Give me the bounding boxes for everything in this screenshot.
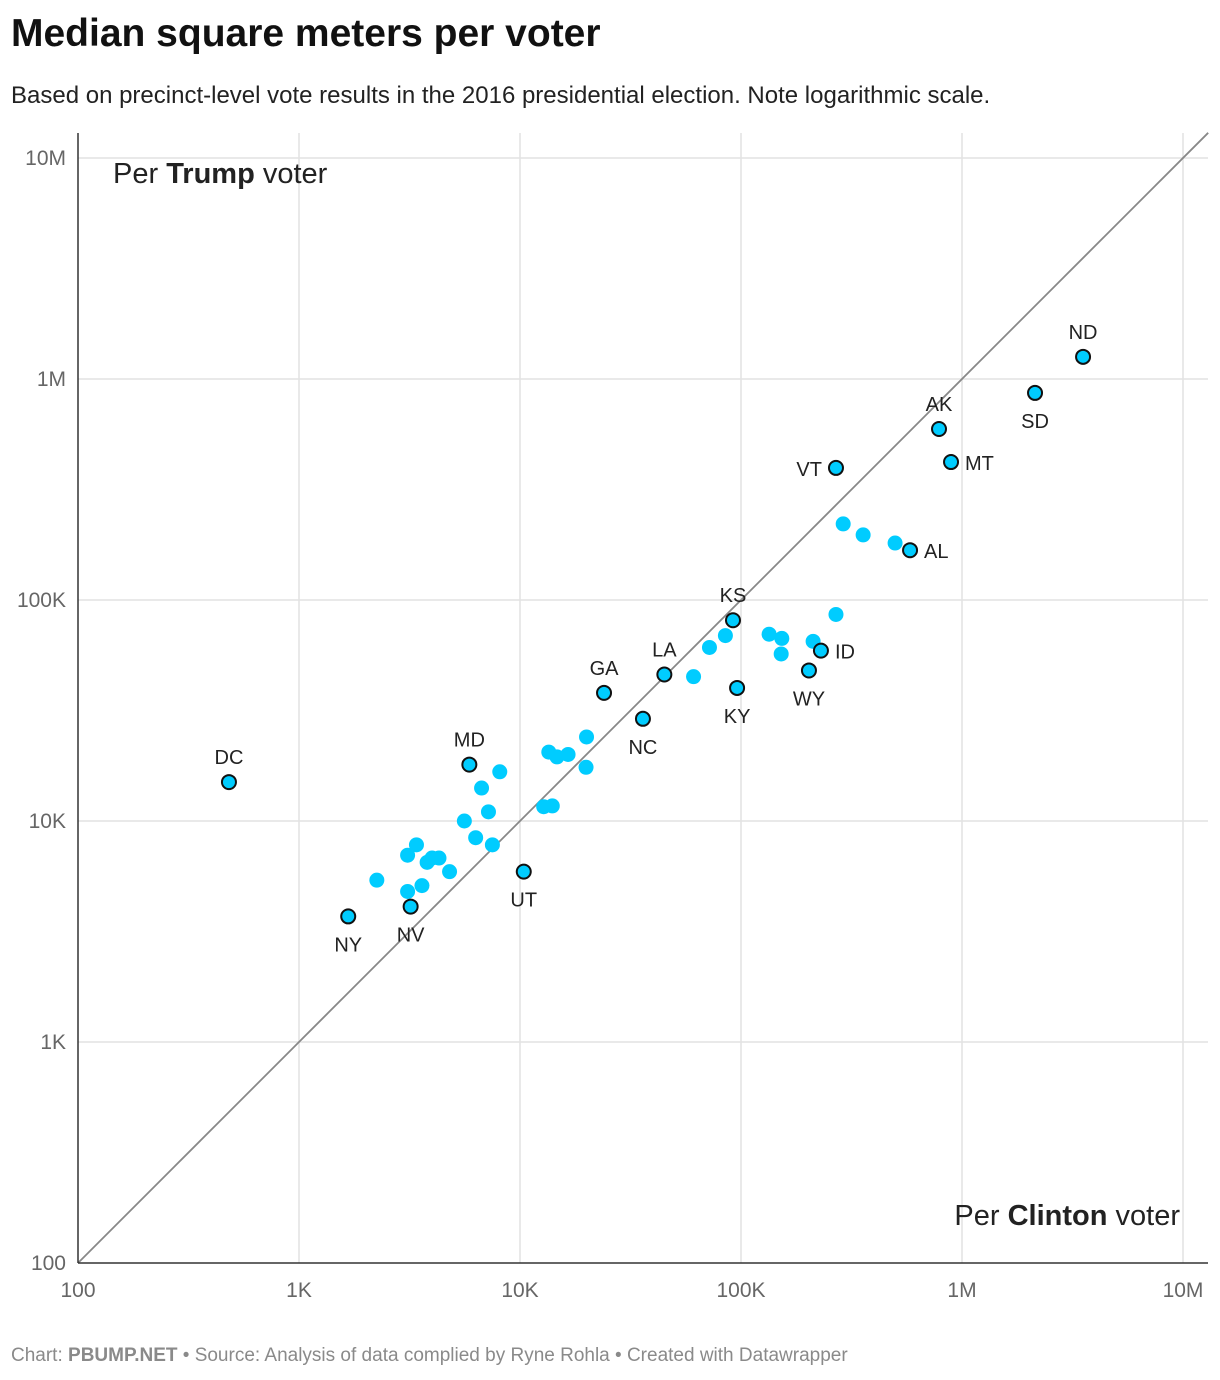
- data-point: [774, 630, 790, 646]
- labeled-data-point: [1075, 348, 1092, 365]
- labeled-data-point: [461, 756, 478, 773]
- footer-brand: PBUMP.NET: [68, 1345, 178, 1366]
- x-tick-label: 100K: [716, 1279, 765, 1302]
- gridlines: [78, 133, 1208, 1263]
- data-point: [835, 516, 851, 532]
- x-tick-label: 10K: [501, 1279, 538, 1302]
- data-point: [544, 798, 560, 814]
- data-point: [761, 626, 777, 642]
- point-label: LA: [652, 640, 677, 662]
- scatter-chart: 100 1K 10K 100K 1M 10M 100 1K 10K 100K 1M 10M ND SD A…: [17, 132, 1209, 1302]
- labeled-data-point: [340, 908, 357, 925]
- y-axis-label: Per Trump voter: [113, 158, 328, 190]
- data-point: [828, 606, 844, 622]
- data-point: [456, 813, 472, 829]
- y-tick-label: 10K: [29, 810, 66, 833]
- data-point: [560, 746, 576, 762]
- point-label: ND: [1069, 322, 1098, 344]
- point-label: WY: [793, 688, 825, 710]
- point-label: NY: [334, 934, 362, 956]
- tick-labels: 100 1K 10K 100K 1M 10M 100 1K 10K 100K 1M 10M: [17, 147, 1203, 1302]
- y-tick-label: 1M: [37, 368, 66, 391]
- point-label: MT: [965, 453, 994, 475]
- point-label: SD: [1021, 411, 1049, 433]
- data-point: [578, 759, 594, 775]
- data-point: [408, 837, 424, 853]
- data-point: [717, 628, 733, 644]
- data-point: [579, 729, 595, 745]
- x-tick-label: 1M: [947, 1279, 976, 1302]
- data-point: [369, 872, 385, 888]
- reference-line-y-equals-x: [77, 132, 1209, 1264]
- point-label: GA: [590, 658, 620, 680]
- point-label: VT: [796, 459, 822, 481]
- y-tick-label: 100: [31, 1252, 66, 1275]
- chart-title: Median square meters per voter: [11, 12, 601, 55]
- point-label: AL: [924, 541, 948, 563]
- labeled-data-point: [1027, 384, 1044, 401]
- labeled-data-point: [800, 662, 817, 679]
- labeled-data-point: [943, 454, 960, 471]
- point-label: NV: [397, 925, 425, 947]
- labeled-data-point: [724, 612, 741, 629]
- data-point: [400, 847, 416, 863]
- data-point: [480, 804, 496, 820]
- y-tick-label: 10M: [25, 147, 66, 170]
- labeled-data-point: [902, 542, 919, 559]
- data-point: [492, 764, 508, 780]
- point-label: KS: [720, 585, 747, 607]
- data-point: [887, 535, 903, 551]
- data-point: [773, 646, 789, 662]
- y-tick-label: 100K: [17, 589, 66, 612]
- data-point: [855, 527, 871, 543]
- labeled-data-point: [596, 684, 613, 701]
- x-tick-label: 1K: [286, 1279, 312, 1302]
- x-tick-label: 100: [60, 1279, 95, 1302]
- point-label: UT: [510, 890, 537, 912]
- data-point: [431, 850, 447, 866]
- x-tick-label: 10M: [1163, 1279, 1204, 1302]
- point-label: NC: [628, 737, 657, 759]
- labeled-data-point: [402, 898, 419, 915]
- footer-credits: Chart: PBUMP.NET • Source: Analysis of d…: [11, 1345, 848, 1367]
- labeled-data-point: [656, 666, 673, 683]
- footer-source: • Source: Analysis of data complied by R…: [177, 1345, 848, 1366]
- data-point: [414, 878, 430, 894]
- point-label: MD: [454, 730, 485, 752]
- labeled-data-point: [931, 420, 948, 437]
- data-point: [484, 837, 500, 853]
- data-point: [468, 830, 484, 846]
- point-label: AK: [926, 394, 953, 416]
- labeled-data-point: [729, 679, 746, 696]
- data-point: [400, 883, 416, 899]
- labeled-data-point: [634, 710, 651, 727]
- point-label: DC: [215, 747, 244, 769]
- x-axis-label: Per Clinton voter: [954, 1200, 1180, 1232]
- labeled-data-point: [220, 774, 237, 791]
- data-point: [474, 780, 490, 796]
- labeled-data-point: [812, 642, 829, 659]
- chart-subtitle: Based on precinct-level vote results in …: [11, 82, 991, 109]
- data-point: [701, 639, 717, 655]
- footer-prefix: Chart:: [11, 1345, 69, 1366]
- point-label: KY: [724, 706, 751, 728]
- labeled-data-point: [515, 863, 532, 880]
- data-point: [442, 864, 458, 880]
- y-tick-label: 1K: [40, 1031, 66, 1054]
- data-point: [686, 669, 702, 685]
- data-points: ND SD AK MT VT AL KS ID WY KY LA GA NC MD DC UT NY NV: [215, 322, 1098, 957]
- labeled-data-point: [827, 459, 844, 476]
- point-label: ID: [835, 642, 855, 664]
